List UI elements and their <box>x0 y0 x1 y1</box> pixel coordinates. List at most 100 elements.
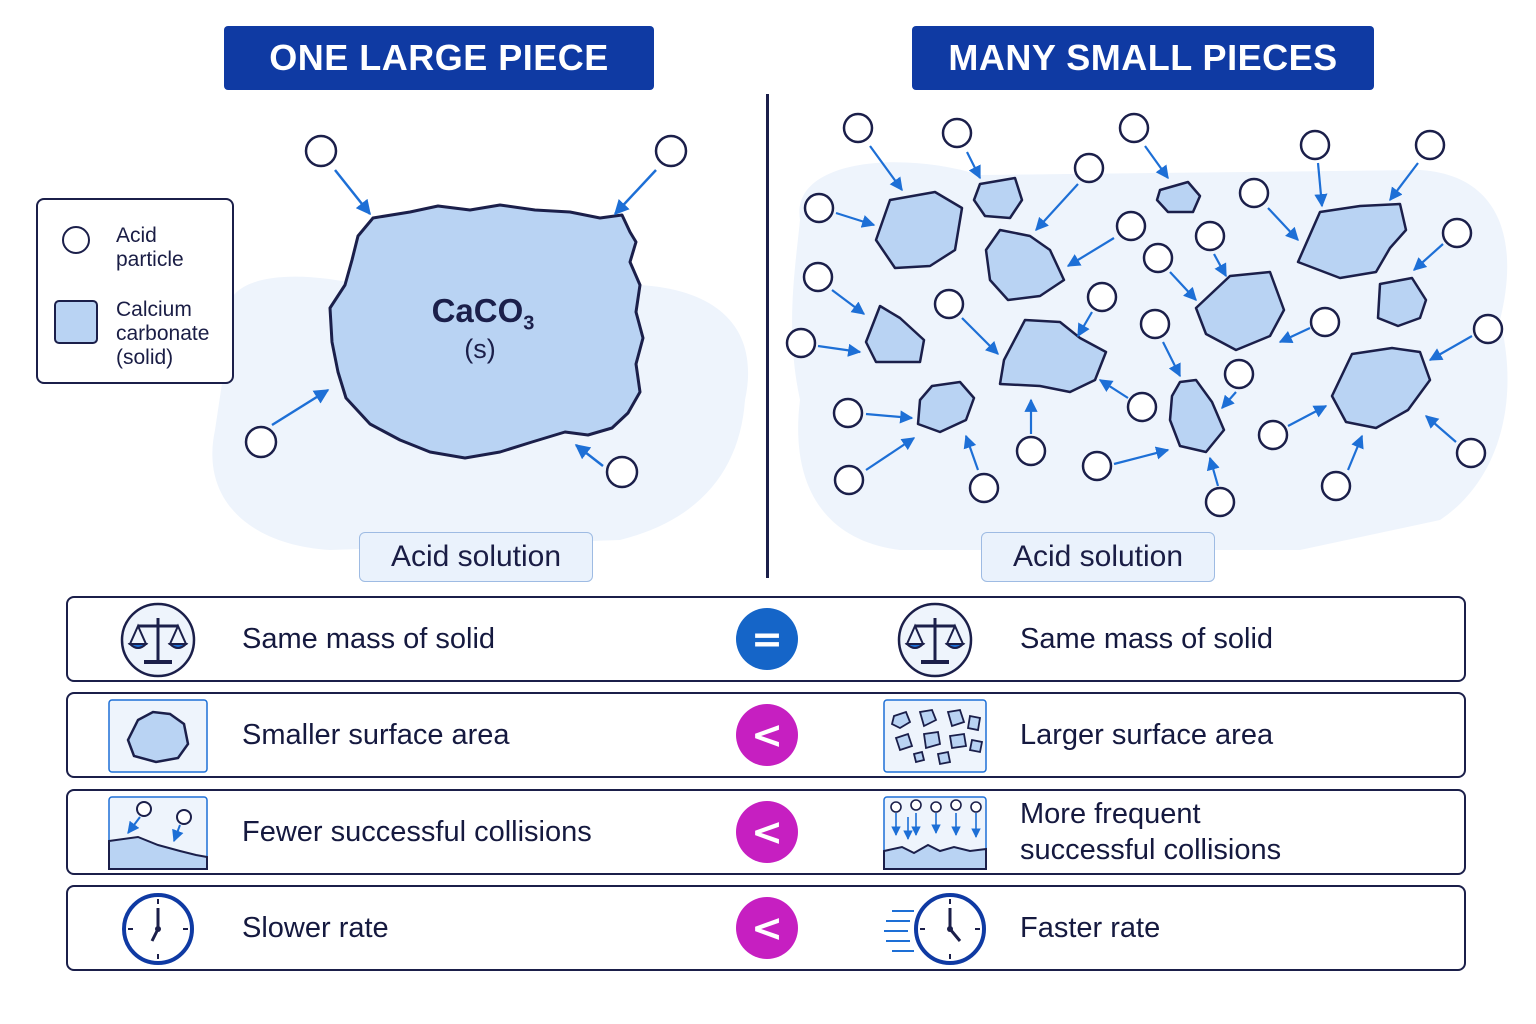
acid-particle <box>1142 242 1174 274</box>
equal-badge: = <box>736 608 798 670</box>
acid-particle <box>1073 152 1105 184</box>
acid-particle-legend-icon <box>62 226 90 254</box>
collision-arrow <box>1428 335 1473 361</box>
acid-particle <box>1115 210 1147 242</box>
single-lump-icon <box>108 699 208 773</box>
acid-particle <box>1081 450 1113 482</box>
comparison-row-mass: Same mass of solid = Same mass of solid <box>66 596 1466 682</box>
large-caco3-piece <box>328 203 645 460</box>
comparison-row-collisions: Fewer successful collisions < More frequ… <box>66 789 1466 875</box>
acid-particle <box>1441 217 1473 249</box>
collision-arrow <box>961 317 999 355</box>
small-caco3-piece <box>874 190 964 270</box>
collision-arrow <box>1113 446 1170 466</box>
collision-arrow <box>1035 183 1079 231</box>
small-caco3-piece <box>1155 180 1202 214</box>
collision-arrow <box>1098 379 1129 399</box>
row-right-text: Larger surface area <box>1020 719 1274 751</box>
acid-particle <box>1309 306 1341 338</box>
row-left-text: Fewer successful collisions <box>242 815 592 848</box>
collision-arrow <box>271 388 330 427</box>
acid-particle <box>1238 177 1270 209</box>
acid-particle <box>1139 308 1171 340</box>
arrows-left <box>271 169 657 467</box>
acid-particle <box>1126 391 1158 423</box>
center-divider <box>766 94 769 578</box>
acid-particle <box>304 134 338 168</box>
acid-particle <box>1204 486 1236 518</box>
small-caco3-piece <box>972 176 1024 220</box>
legend-text: particle <box>116 248 184 271</box>
legend-text: (solid) <box>116 346 174 369</box>
acid-particle <box>1118 112 1150 144</box>
small-caco3-piece <box>1168 378 1226 454</box>
acid-particle <box>785 327 817 359</box>
small-caco3-piece <box>998 318 1108 394</box>
collision-arrow <box>334 169 371 216</box>
acid-particle <box>1414 129 1446 161</box>
collision-arrow <box>1206 456 1220 487</box>
comparison-row-surface-area: Smaller surface area < Larger surface ar… <box>66 692 1466 778</box>
acid-particle <box>1320 470 1352 502</box>
title-one-large-piece: ONE LARGE PIECE <box>224 26 654 90</box>
row-left-text: Same mass of solid <box>242 622 496 655</box>
collision-arrow <box>1077 311 1093 338</box>
acid-particle <box>1194 220 1226 252</box>
acid-particle <box>654 134 688 168</box>
collision-arrow <box>1287 405 1328 427</box>
small-caco3-piece <box>1330 346 1432 430</box>
less-than-badge: < <box>736 704 798 766</box>
formula-subscript: 3 <box>523 312 535 335</box>
acid-particle <box>1223 358 1255 390</box>
collision-arrow <box>865 410 914 424</box>
clock-icon <box>122 893 194 965</box>
collision-arrow <box>613 169 657 216</box>
acid-particle <box>842 112 874 144</box>
small-caco3-pieces <box>864 176 1432 454</box>
collision-arrow <box>865 437 916 471</box>
collision-arrow <box>835 211 876 228</box>
less-than-badge: < <box>736 897 798 959</box>
row-left-text: Smaller surface area <box>242 718 510 751</box>
acid-particle <box>968 472 1000 504</box>
arrows-right <box>817 145 1473 487</box>
acid-particle <box>941 117 973 149</box>
legend-text: Acid <box>116 224 157 247</box>
reaction-scene <box>212 112 1508 550</box>
collision-arrow <box>1162 341 1181 378</box>
acid-particle <box>1086 281 1118 313</box>
formula-main: CaCO <box>431 292 524 329</box>
row-right-text-line2: successful collisions <box>1020 834 1282 866</box>
many-collisions-icon <box>883 796 987 870</box>
balance-scale-icon <box>897 602 973 678</box>
comparison-row-rate: Slower rate < Faster rate <box>66 885 1466 971</box>
row-left-text: Slower rate <box>242 911 389 944</box>
collision-arrow <box>1413 243 1444 271</box>
calcium-carbonate-legend-icon <box>54 300 98 344</box>
collision-arrow <box>1389 162 1419 202</box>
collision-arrow <box>1213 253 1227 278</box>
collision-arrow <box>574 444 604 467</box>
acid-particle <box>1299 129 1331 161</box>
collision-arrow <box>831 289 866 315</box>
title-many-small-pieces: MANY SMALL PIECES <box>912 26 1374 90</box>
acid-particle <box>833 464 865 496</box>
legend-text: carbonate <box>116 322 210 345</box>
collision-arrow <box>1278 327 1311 343</box>
row-right-text: More frequent successful collisions <box>1020 791 1281 873</box>
collision-arrow <box>1144 145 1169 180</box>
acid-particle <box>832 397 864 429</box>
acid-particle <box>1257 419 1289 451</box>
acid-particles-left <box>244 134 688 489</box>
row-right-text: Same mass of solid <box>1020 623 1274 655</box>
acid-particles-right <box>785 112 1504 518</box>
collision-arrow <box>869 145 903 192</box>
collision-arrow <box>1267 207 1299 241</box>
acid-particle <box>802 261 834 293</box>
small-caco3-piece <box>1296 202 1408 280</box>
acid-particle <box>1472 313 1504 345</box>
formula-label: CaCO3 <box>398 292 568 336</box>
small-caco3-piece <box>984 228 1066 302</box>
acid-particle <box>1455 437 1487 469</box>
collision-arrow <box>1425 415 1457 443</box>
